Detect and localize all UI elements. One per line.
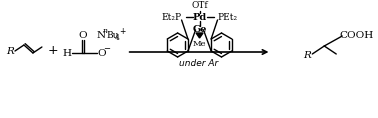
Text: +: +	[119, 27, 125, 36]
Text: COOH: COOH	[339, 32, 373, 40]
Text: O: O	[98, 48, 106, 57]
Text: Bu: Bu	[107, 30, 119, 40]
Text: R: R	[304, 51, 311, 61]
Text: Et₂P: Et₂P	[161, 13, 182, 21]
Text: PEt₂: PEt₂	[217, 13, 237, 21]
Text: −: −	[103, 44, 110, 53]
Text: N: N	[97, 30, 106, 40]
Text: under Ar: under Ar	[180, 59, 219, 67]
Text: Me: Me	[193, 40, 206, 48]
Text: +: +	[48, 44, 58, 57]
Text: Pd: Pd	[192, 13, 207, 21]
Text: Ge: Ge	[192, 25, 207, 34]
Text: 4: 4	[115, 34, 119, 42]
Text: R: R	[6, 46, 14, 55]
Text: H: H	[62, 48, 71, 57]
Text: O: O	[79, 30, 87, 40]
Polygon shape	[196, 33, 203, 38]
Text: OTf: OTf	[191, 2, 208, 11]
Text: n: n	[103, 27, 108, 35]
